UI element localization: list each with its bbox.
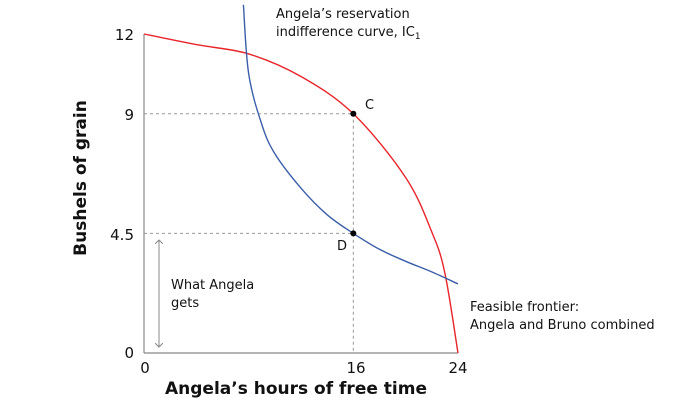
point-label-d: D <box>337 239 347 254</box>
point-d <box>350 230 357 237</box>
indifference-curve <box>242 4 459 285</box>
y-tick-0: 0 <box>124 344 134 362</box>
x-tick-16: 16 <box>346 359 365 377</box>
x-tick-24: 24 <box>448 359 467 377</box>
point-c <box>350 110 357 117</box>
what-angela-gets-line2: gets <box>171 296 199 311</box>
ic-label-subscript: 1 <box>415 32 421 42</box>
y-tick-4-5: 4.5 <box>110 226 134 244</box>
frontier-label-line2: Angela and Bruno combined <box>470 318 655 333</box>
y-tick-12: 12 <box>115 26 134 44</box>
x-tick-0: 0 <box>140 359 150 377</box>
y-tick-9: 9 <box>124 106 134 124</box>
ic-label-text: indifference curve, IC <box>276 25 415 40</box>
ic-label-line1: Angela’s reservation <box>276 7 410 22</box>
what-angela-gets-line1: What Angela <box>171 278 254 293</box>
ic-label-line2: indifference curve, IC1 <box>276 25 421 42</box>
y-axis-title: Bushels of grain <box>71 100 91 256</box>
point-label-c: C <box>365 98 374 113</box>
frontier-label-line1: Feasible frontier: <box>470 300 579 315</box>
x-axis-title: Angela’s hours of free time <box>165 379 427 399</box>
